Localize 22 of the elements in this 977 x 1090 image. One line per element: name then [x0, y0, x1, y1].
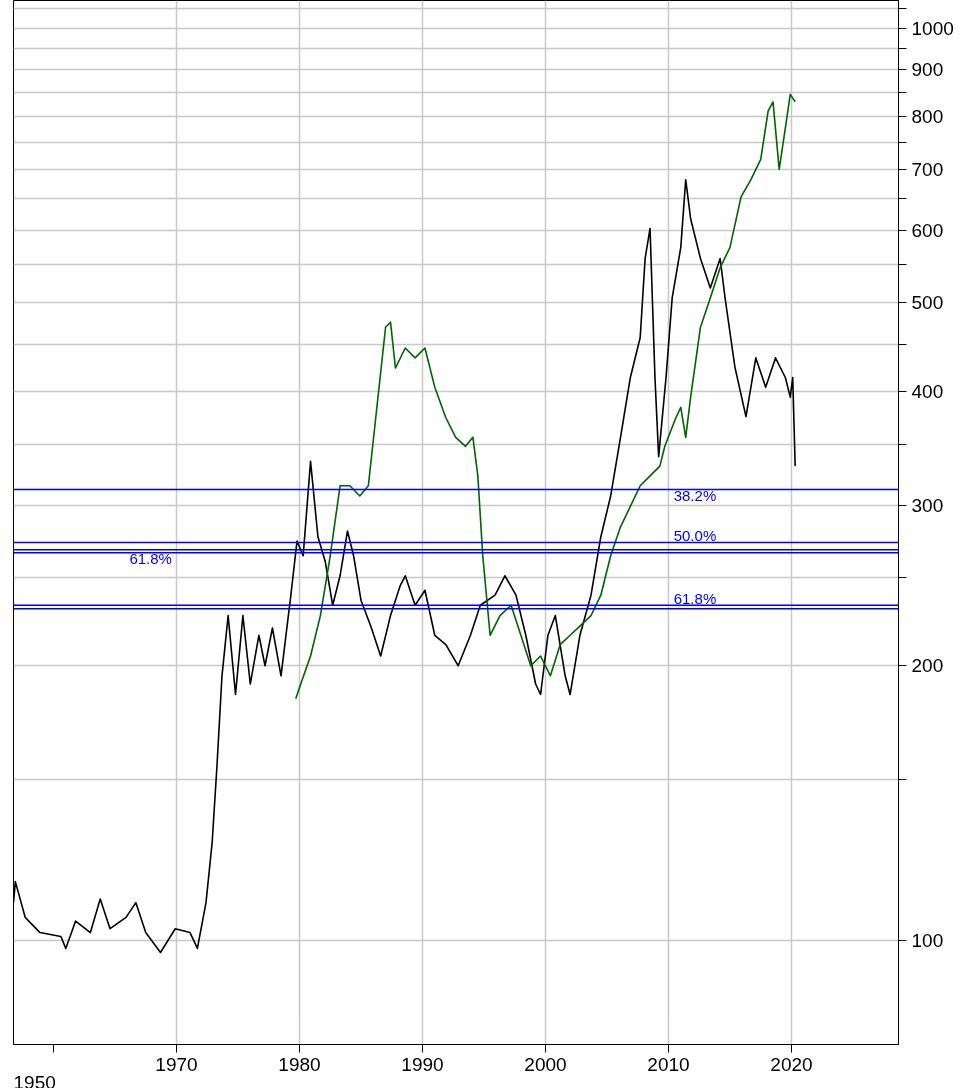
y-tick-label: 800 — [911, 105, 944, 127]
annotation: 50.0% — [673, 527, 717, 545]
annotation: 61.8% — [129, 549, 172, 567]
x-tick-label: 2000 — [524, 1053, 567, 1075]
y-tick-label: 300 — [911, 494, 944, 516]
y-tick-label: 200 — [911, 655, 944, 677]
x-tick-label: 1980 — [278, 1053, 321, 1075]
line-series — [294, 93, 796, 700]
y-tick-label: 600 — [911, 219, 944, 241]
y-tick-label: 1000 — [911, 17, 954, 39]
y-tick-label: 500 — [911, 292, 944, 314]
x-tick-label: 1990 — [401, 1053, 444, 1075]
y-tick-label: 700 — [911, 158, 944, 180]
annotation: 61.8% — [673, 590, 717, 608]
y-tick-label: 100 — [911, 929, 944, 951]
x-tick-label: 1970 — [155, 1053, 198, 1075]
y-tick-label: 900 — [911, 59, 944, 81]
x-tick-label: 2010 — [647, 1053, 690, 1075]
y-tick-label: 400 — [911, 380, 944, 402]
annotation: 38.2% — [673, 486, 717, 504]
x-tick-label: 2020 — [770, 1053, 813, 1075]
text: 1950 — [13, 1071, 56, 1090]
